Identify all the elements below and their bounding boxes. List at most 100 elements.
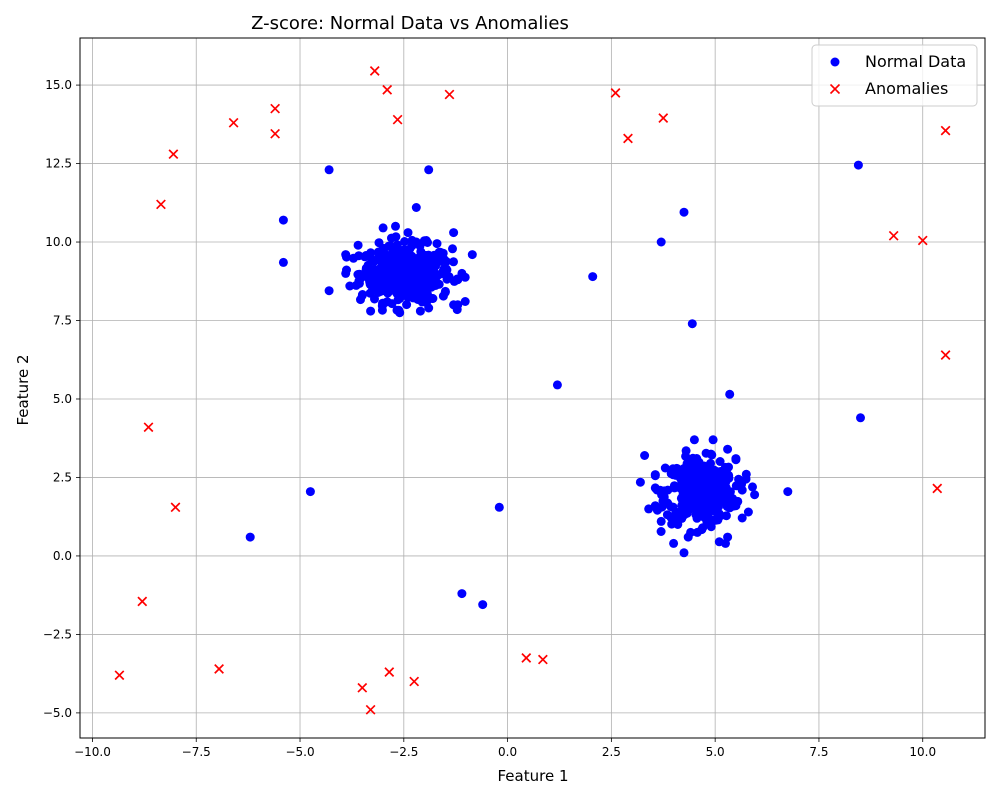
normal-data-point [374,253,384,263]
normal-data-point [723,444,733,454]
normal-data-point [395,294,405,303]
normal-data-point [725,389,735,399]
normal-data-point [353,240,363,250]
y-tick-label: 0.0 [53,549,72,563]
normal-data-point [737,513,747,523]
normal-data-point [676,484,686,494]
normal-data-point [783,487,793,497]
normal-data-point [420,259,430,269]
anomaly-point [940,125,951,136]
normal-data-point [395,308,405,318]
anomaly-point [940,350,951,360]
normal-data-point [708,435,718,445]
normal-data-point [357,290,367,300]
normal-data-point [731,481,741,491]
normal-data-point [401,251,411,261]
legend-label-anomalies: Anomalies [865,79,948,98]
normal-data-point [717,488,727,498]
normal-data-point [379,283,389,293]
normal-data-point [856,413,865,423]
normal-data-point [442,265,452,275]
anomaly-point [384,667,395,677]
normal-data-point [424,303,434,313]
normal-data-point [731,454,741,464]
normal-data-point [713,478,723,488]
anomaly-point [357,682,368,693]
normal-data-point [652,505,662,515]
normal-data-point [370,294,379,304]
normal-data-point [424,250,433,260]
anomaly-point [270,128,281,139]
grid [80,38,985,738]
anomaly-point [521,653,532,663]
normal-data-point [714,469,724,479]
normal-data-point [552,380,562,390]
normal-data-point [750,490,760,500]
normal-data-point [403,228,413,238]
normal-data-point [694,457,704,467]
x-axis-ticks: −10.0 −7.5 −5.0 −2.5 0.0 2.5 5.0 7.5 10.0 [74,738,936,759]
normal-data-point [683,532,693,542]
normal-data-point [353,270,363,279]
normal-data-point [449,228,459,238]
y-axis-ticks: −5.0 −2.5 0.0 2.5 5.0 7.5 10.0 12.5 15.0 [43,78,80,720]
normal-data-point [278,257,288,267]
normal-data-point [703,476,713,486]
anomaly-point [392,114,403,125]
x-tick-label: 2.5 [602,745,621,759]
normal-data-point [656,237,666,247]
anomaly-point [369,66,380,76]
normal-data-point [391,221,400,231]
y-tick-label: 7.5 [53,314,72,328]
normal-data-point [423,238,432,247]
normal-data-point [432,239,442,249]
chart-title: Z-score: Normal Data vs Anomalies [251,13,569,34]
x-tick-label: −2.5 [389,745,418,759]
normal-data-point [748,482,757,492]
anomaly-point [114,670,125,681]
normal-data-point [386,276,396,286]
normal-data-point [324,286,334,296]
normal-data-point [404,289,414,299]
x-tick-label: −7.5 [182,745,211,759]
normal-data-point [449,257,458,267]
normal-data-point [478,600,488,610]
normal-data-point [427,266,437,276]
normal-data-point [853,160,863,170]
normal-data-point [366,306,376,316]
normal-data-point [408,267,418,277]
normal-data-point [391,284,401,294]
normal-data-point [424,165,434,175]
normal-data-point [411,203,421,212]
normal-data-point [460,297,470,306]
normal-data-point [341,250,351,260]
normal-data-point [679,207,689,217]
normal-data-point [382,297,392,307]
normal-data-point [305,487,315,497]
y-tick-label: 5.0 [53,392,72,406]
y-axis-title: Feature 2 [14,355,32,426]
normal-data-point [723,532,733,542]
normal-data-point [440,287,450,297]
normal-data-point [644,504,654,514]
normal-data-point [687,319,697,329]
normal-data-point [722,502,732,512]
anomaly-point [932,483,943,494]
normal-data-point [365,277,375,287]
normal-data-point [402,300,412,310]
normal-data-point [378,243,388,253]
normal-data-point [698,523,708,533]
series-anomalies [114,66,951,715]
normal-data-point [467,250,477,260]
normal-data-point [415,306,425,316]
normal-data-point [361,251,371,260]
normal-data-point [652,485,662,495]
y-tick-label: 10.0 [45,235,72,249]
normal-data-point [377,305,387,315]
normal-data-point [679,548,689,558]
x-tick-label: 5.0 [706,745,725,759]
normal-data-point [724,470,734,480]
normal-data-point [397,271,407,281]
normal-data-point [697,466,707,476]
normal-data-point [714,502,723,512]
